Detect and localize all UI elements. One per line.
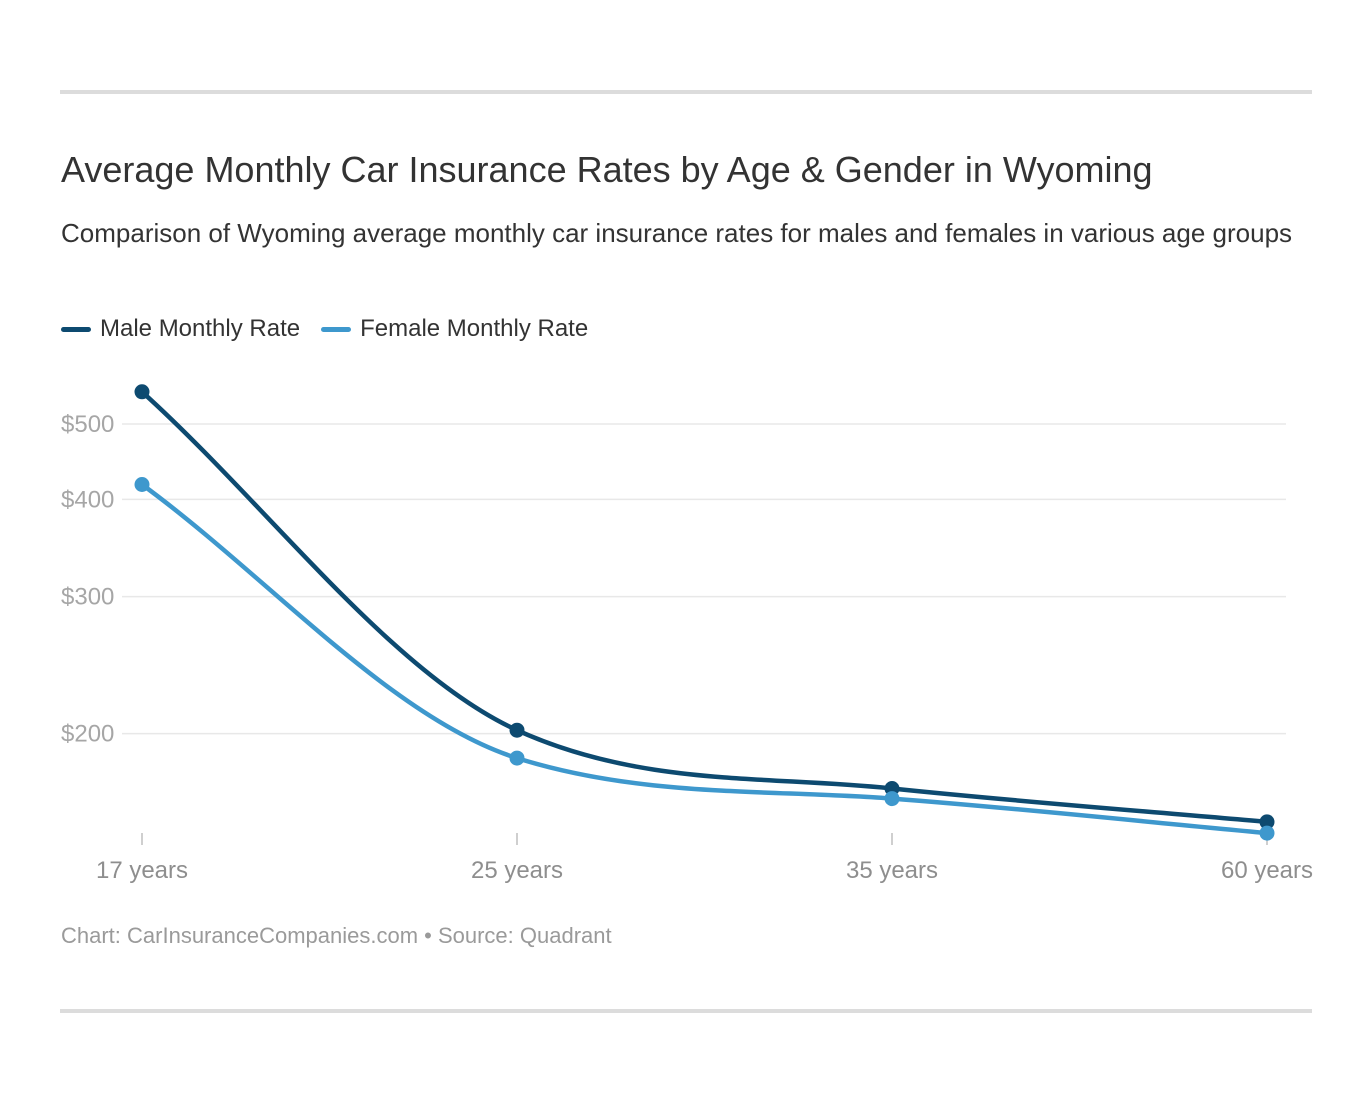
chart-subtitle: Comparison of Wyoming average monthly ca… xyxy=(61,218,1293,248)
y-axis-tick-label: $200 xyxy=(61,721,114,748)
data-point-female[interactable] xyxy=(134,477,150,492)
x-axis-tick-label: 35 years xyxy=(846,857,938,884)
legend-item-male: Male Monthly Rate xyxy=(61,314,300,344)
data-point-female[interactable] xyxy=(509,750,525,766)
series-line-male[interactable] xyxy=(139,389,1270,825)
x-axis-tick-label: 25 years xyxy=(471,857,563,884)
y-axis-tick-label: $300 xyxy=(61,584,114,611)
data-point-female[interactable] xyxy=(884,791,900,807)
data-point-male[interactable] xyxy=(134,384,150,400)
data-point-male[interactable] xyxy=(509,722,525,738)
x-axis-tick-label: 17 years xyxy=(96,857,188,884)
legend: Male Monthly Rate Female Monthly Rate xyxy=(61,314,588,344)
legend-label-female: Female Monthly Rate xyxy=(360,315,589,342)
y-axis-tick-label: $500 xyxy=(61,411,114,438)
male-series-swatch xyxy=(61,326,91,332)
chart-source-credit: Chart: CarInsuranceCompanies.com • Sourc… xyxy=(61,923,612,948)
data-point-male[interactable] xyxy=(1259,814,1275,830)
series-line-female[interactable] xyxy=(139,482,1270,836)
female-series-swatch xyxy=(321,326,352,332)
legend-item-female: Female Monthly Rate xyxy=(321,314,588,344)
top-divider xyxy=(60,90,1312,94)
chart-title: Average Monthly Car Insurance Rates by A… xyxy=(61,149,1153,190)
bottom-divider xyxy=(60,1009,1312,1013)
y-axis-tick-label: $400 xyxy=(61,486,114,513)
legend-label-male: Male Monthly Rate xyxy=(100,315,301,342)
x-axis-tick-label: 60 years xyxy=(1221,857,1313,884)
data-point-female[interactable] xyxy=(1259,825,1275,841)
